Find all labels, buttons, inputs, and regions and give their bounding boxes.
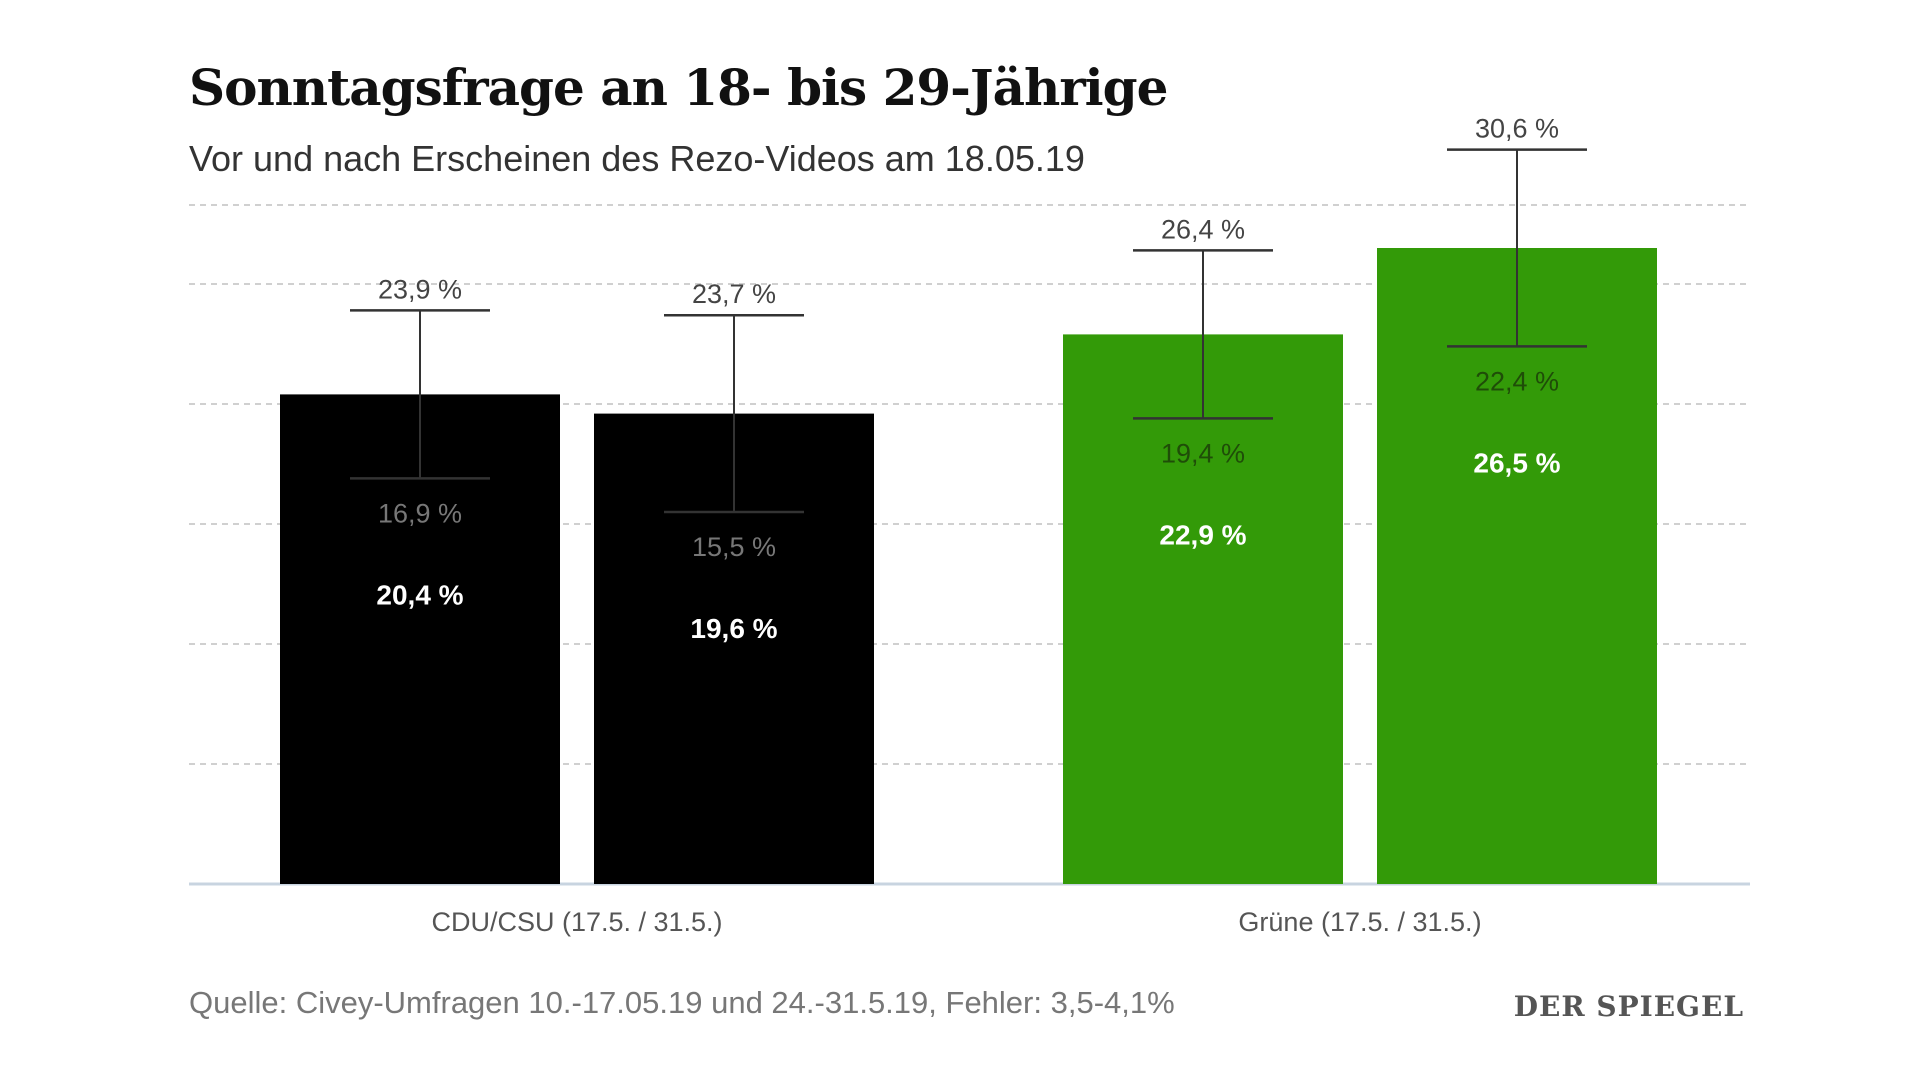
source-note: Quelle: Civey-Umfragen 10.-17.05.19 und … bbox=[189, 985, 1175, 1020]
high-label: 23,9 % bbox=[378, 274, 462, 304]
low-label: 19,4 % bbox=[1161, 438, 1245, 468]
value-label: 26,5 % bbox=[1473, 447, 1560, 478]
value-label: 19,6 % bbox=[690, 613, 777, 644]
chart-subtitle: Vor und nach Erscheinen des Rezo-Videos … bbox=[189, 138, 1085, 179]
value-label: 20,4 % bbox=[376, 579, 463, 610]
low-label: 16,9 % bbox=[378, 498, 462, 528]
low-label: 22,4 % bbox=[1475, 366, 1559, 396]
category-label: Grüne (17.5. / 31.5.) bbox=[1238, 907, 1481, 937]
publisher-logo: DER SPIEGEL bbox=[1513, 990, 1744, 1023]
low-label: 15,5 % bbox=[692, 532, 776, 562]
high-label: 30,6 % bbox=[1475, 114, 1559, 144]
high-label: 23,7 % bbox=[692, 279, 776, 309]
value-label: 22,9 % bbox=[1159, 519, 1246, 550]
bar bbox=[1377, 248, 1657, 884]
bar bbox=[1063, 334, 1343, 884]
chart-title: Sonntagsfrage an 18- bis 29-Jährige bbox=[189, 58, 1168, 117]
category-label: CDU/CSU (17.5. / 31.5.) bbox=[431, 907, 722, 937]
high-label: 26,4 % bbox=[1161, 214, 1245, 244]
